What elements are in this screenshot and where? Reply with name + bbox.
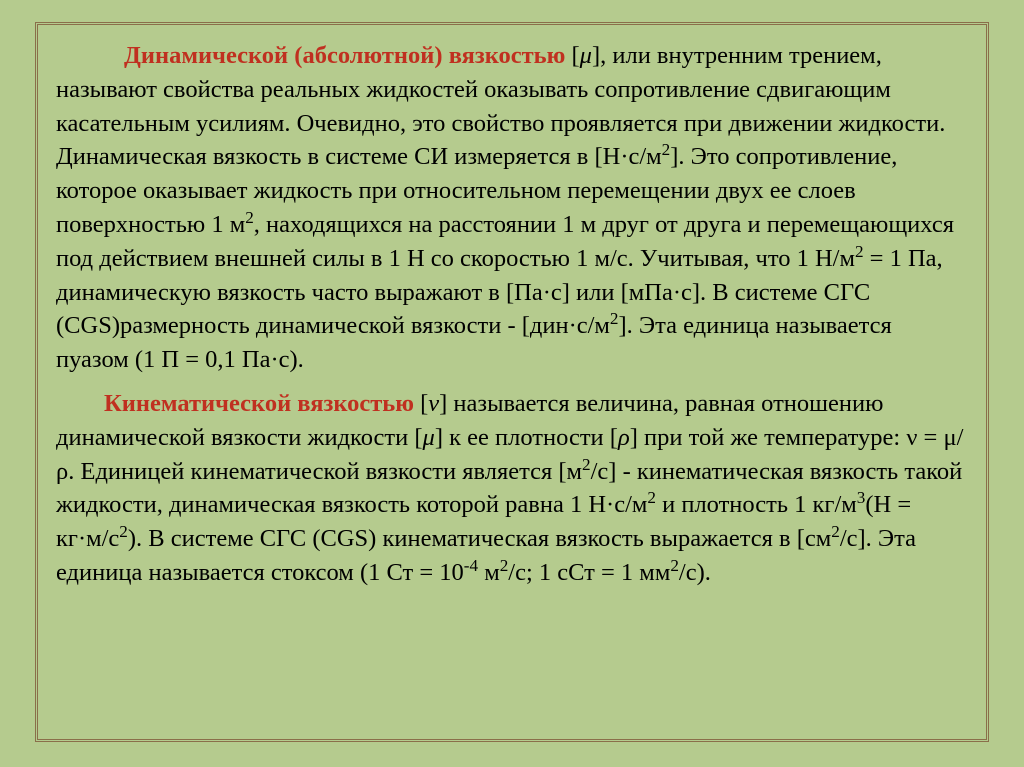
text: [ <box>565 42 579 69</box>
text: /с; 1 сСт = 1 мм <box>508 559 670 586</box>
superscript: 2 <box>582 454 591 473</box>
symbol-mu: μ <box>423 424 435 451</box>
paragraph-dynamic-viscosity: Динамической (абсолютной) вязкостью [μ],… <box>56 39 968 377</box>
text-frame: Динамической (абсолютной) вязкостью [μ],… <box>35 22 989 742</box>
superscript: 2 <box>670 556 679 575</box>
superscript: 2 <box>610 309 619 328</box>
text: [ <box>414 390 428 417</box>
superscript: 2 <box>647 488 656 507</box>
superscript: 2 <box>500 556 509 575</box>
paragraph-kinematic-viscosity: Кинематической вязкостью [ν] называется … <box>56 387 968 590</box>
symbol-nu: ν <box>428 390 439 417</box>
text: ] к ее плотности [ <box>435 424 618 451</box>
text: и плотность 1 кг/м <box>656 491 857 518</box>
superscript: 2 <box>855 242 864 261</box>
term-dynamic-viscosity: Динамической (абсолютной) вязкостью <box>124 42 565 69</box>
symbol-mu: μ <box>580 42 592 69</box>
superscript: 2 <box>245 208 254 227</box>
symbol-rho: ρ <box>618 424 630 451</box>
superscript: 2 <box>119 522 128 541</box>
text: м <box>478 559 500 586</box>
text: ). В системе СГС (CGS) кинематическая вя… <box>128 525 831 552</box>
superscript: 2 <box>662 140 671 159</box>
superscript: 2 <box>831 522 840 541</box>
term-kinematic-viscosity: Кинематической вязкостью <box>104 390 414 417</box>
superscript: -4 <box>464 556 478 575</box>
text: /с). <box>679 559 711 586</box>
